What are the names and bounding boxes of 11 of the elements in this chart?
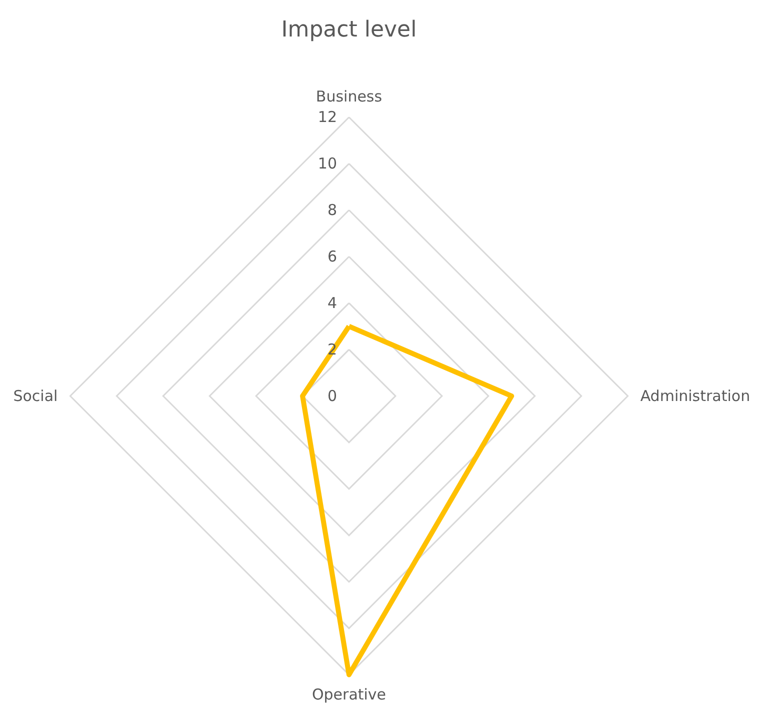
y-tick-label: 8 (327, 201, 337, 220)
spoke-label: Social (13, 387, 58, 405)
spoke-label: Administration (640, 387, 750, 405)
y-tick-label: 10 (318, 154, 337, 173)
spoke-label: Operative (312, 685, 386, 704)
y-tick-label: 0 (327, 387, 337, 405)
y-tick-label: 12 (318, 108, 337, 126)
chart-title: Impact level (281, 18, 417, 43)
y-tick-label: 6 (327, 248, 337, 266)
y-tick-label: 4 (327, 294, 337, 312)
spoke-label: Business (316, 88, 382, 106)
